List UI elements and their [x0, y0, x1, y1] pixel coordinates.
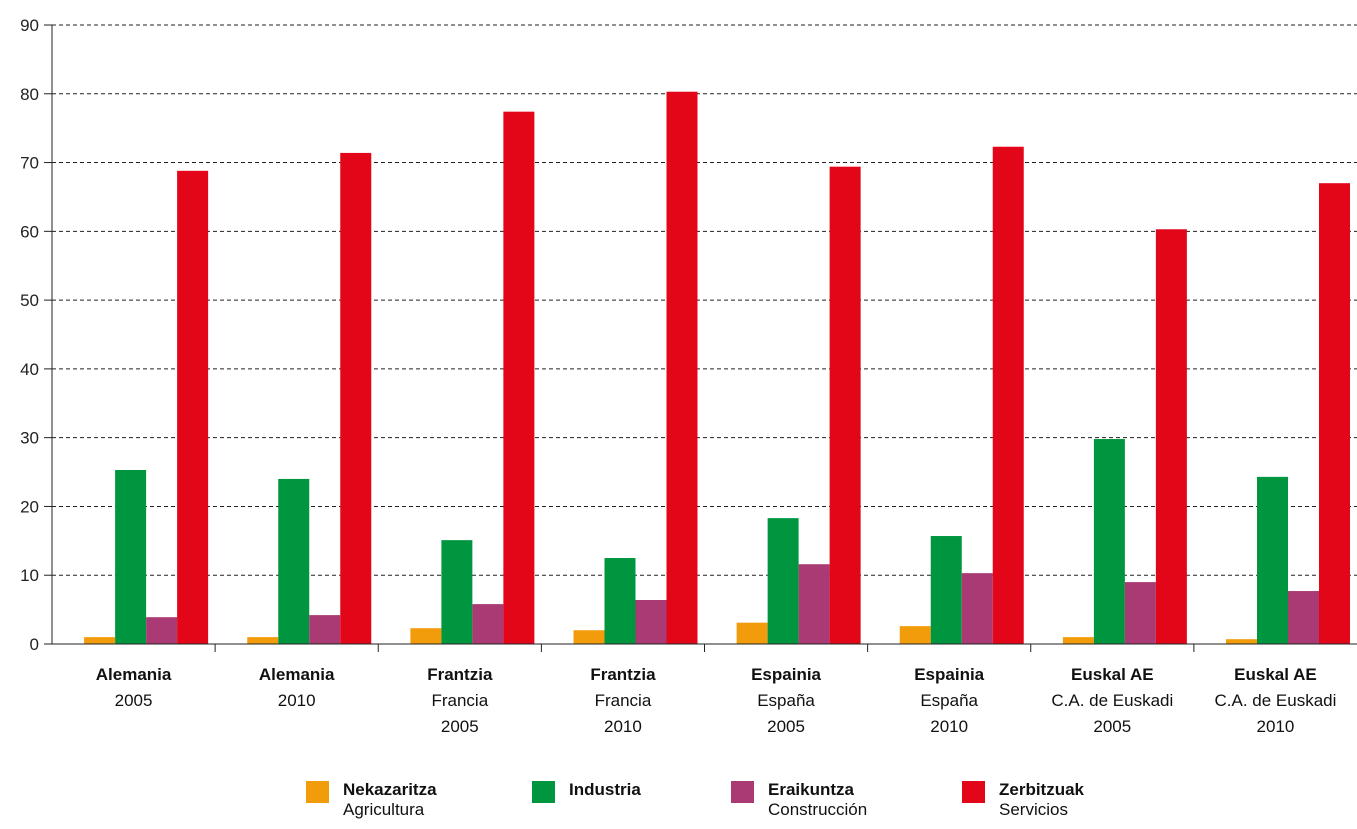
- bar-eraikuntza: [798, 564, 830, 644]
- bar-zerbitzuak: [340, 152, 372, 644]
- bar-nekazaritza: [1062, 637, 1094, 644]
- category-label: 2010: [278, 691, 316, 710]
- category-label: Frantzia: [427, 665, 493, 684]
- y-axis-ticks: 0 10 20 30 40 50 60 70 80 90: [20, 16, 52, 654]
- bars: [84, 91, 1350, 644]
- legend-item-nekazaritza: Nekazaritza Agricultura: [306, 780, 437, 820]
- bar-eraikuntza: [961, 573, 993, 644]
- legend-label-es: Agricultura: [343, 800, 425, 819]
- bar-zerbitzuak: [1319, 183, 1350, 644]
- y-tick-label: 50: [20, 291, 39, 310]
- axes: [51, 25, 1357, 652]
- legend-label-eu: Nekazaritza: [343, 780, 437, 799]
- bar-eraikuntza: [1288, 591, 1319, 644]
- bar-industria: [604, 558, 636, 644]
- category-label: España: [757, 691, 815, 710]
- y-tick-label: 0: [30, 635, 39, 654]
- grid-lines: [52, 24, 1357, 576]
- category-label: 2005: [1093, 717, 1131, 736]
- bar-nekazaritza: [410, 628, 442, 644]
- bar-zerbitzuak: [1155, 229, 1187, 644]
- category-label: Euskal AE: [1234, 665, 1317, 684]
- category-labels: Alemania 2005 Alemania 2010 Frantzia Francia 2…: [96, 665, 1337, 736]
- bar-industria: [1093, 439, 1125, 644]
- legend-item-eraikuntza: Eraikuntza Construcción: [731, 780, 867, 820]
- bar-eraikuntza: [472, 604, 504, 644]
- bar-eraikuntza: [309, 615, 341, 644]
- legend-label-eu: Eraikuntza: [768, 780, 854, 799]
- legend-label-es: Servicios: [999, 800, 1068, 819]
- category-label: Espainia: [751, 665, 821, 684]
- bar-eraikuntza: [635, 599, 667, 644]
- legend-item-industria: Industria: [532, 780, 641, 803]
- category-label: 2010: [930, 717, 968, 736]
- bar-nekazaritza: [247, 637, 279, 644]
- bar-industria: [278, 478, 310, 644]
- legend-swatch-industria: [532, 781, 555, 803]
- category-label: Espainia: [914, 665, 984, 684]
- bar-eraikuntza: [1124, 582, 1156, 644]
- category-label: 2010: [604, 717, 642, 736]
- bar-eraikuntza: [146, 617, 178, 644]
- bar-nekazaritza: [899, 626, 931, 644]
- bar-zerbitzuak: [829, 166, 861, 644]
- category-label: 2005: [767, 717, 805, 736]
- bar-industria: [930, 536, 962, 644]
- category-label: España: [920, 691, 978, 710]
- category-label: 2005: [441, 717, 479, 736]
- category-label: Alemania: [96, 665, 172, 684]
- category-label: Euskal AE: [1071, 665, 1154, 684]
- y-tick-label: 80: [20, 85, 39, 104]
- bar-industria: [1257, 476, 1288, 644]
- y-tick-label: 40: [20, 360, 39, 379]
- category-label: C.A. de Euskadi: [1051, 691, 1173, 710]
- y-tick-label: 30: [20, 429, 39, 448]
- y-tick-label: 70: [20, 154, 39, 173]
- category-label: C.A. de Euskadi: [1214, 691, 1336, 710]
- legend: Nekazaritza Agricultura Industria Eraiku…: [0, 780, 1357, 829]
- legend-swatch-nekazaritza: [306, 781, 329, 803]
- category-label: Alemania: [259, 665, 335, 684]
- bar-nekazaritza: [573, 630, 605, 644]
- bar-industria: [441, 540, 473, 644]
- legend-item-zerbitzuak: Zerbitzuak Servicios: [962, 780, 1084, 820]
- bar-nekazaritza: [736, 622, 768, 644]
- y-tick-label: 20: [20, 497, 39, 516]
- legend-swatch-zerbitzuak: [962, 781, 985, 803]
- y-tick-label: 60: [20, 222, 39, 241]
- bar-zerbitzuak: [666, 91, 698, 644]
- legend-swatch-eraikuntza: [731, 781, 754, 803]
- bar-zerbitzuak: [503, 111, 535, 644]
- category-label: 2010: [1257, 717, 1295, 736]
- bar-zerbitzuak: [177, 170, 209, 644]
- category-label: Francia: [431, 691, 488, 710]
- y-tick-label: 90: [20, 16, 39, 35]
- bar-industria: [115, 469, 147, 644]
- bar-nekazaritza: [1226, 639, 1257, 644]
- category-label: 2005: [115, 691, 153, 710]
- legend-label-eu: Industria: [569, 780, 641, 799]
- bar-zerbitzuak: [992, 146, 1024, 644]
- legend-label-es: Construcción: [768, 800, 868, 819]
- bar-industria: [767, 518, 799, 644]
- bar-nekazaritza: [84, 637, 116, 644]
- category-label: Francia: [595, 691, 652, 710]
- y-tick-label: 10: [20, 566, 39, 585]
- legend-label-eu: Zerbitzuak: [999, 780, 1085, 799]
- category-label: Frantzia: [590, 665, 656, 684]
